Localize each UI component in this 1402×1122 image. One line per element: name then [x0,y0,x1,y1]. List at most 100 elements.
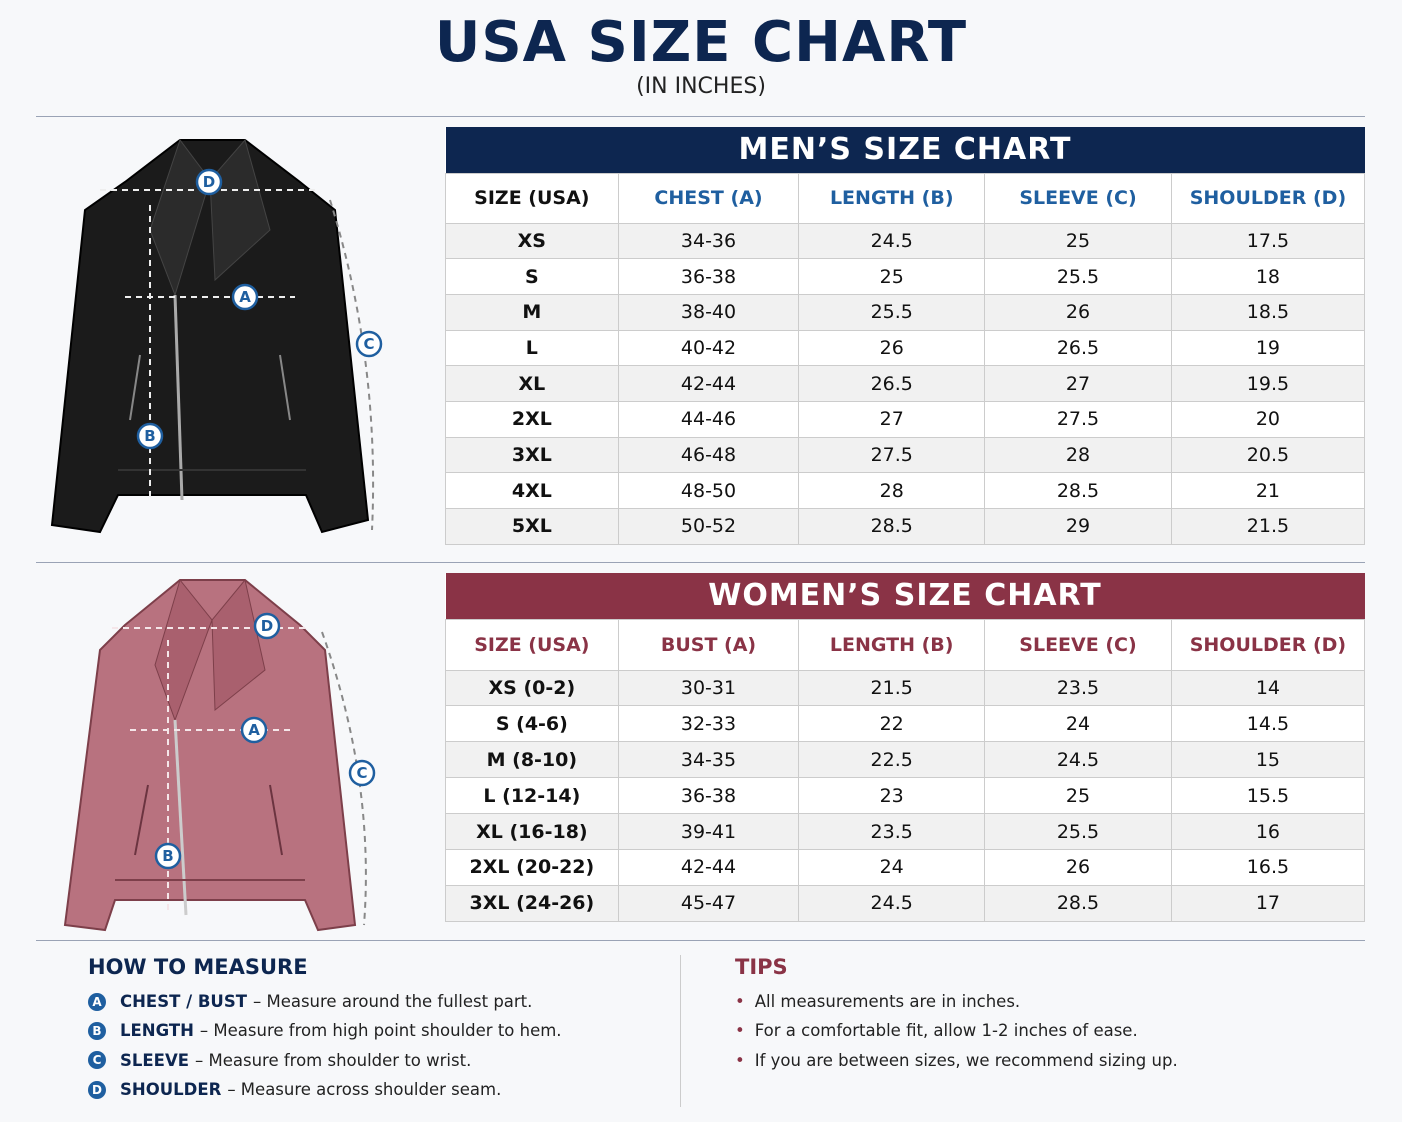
table-row: 2XL 44-46 27 27.5 20 [445,400,1366,438]
table-cell: S [445,258,619,295]
tips: TIPS All measurements are in inches.For … [735,955,1335,1075]
table-cell: 23.5 [984,669,1172,707]
table-cell: 16 [1170,813,1366,850]
table-cell: 2XL [445,400,619,438]
table-cell: 4XL [445,472,619,509]
measure-letter: B [88,1021,106,1040]
column-header: SLEEVE (C) [984,172,1172,224]
column-header: SHOULDER (D) [1170,618,1366,671]
caption-row: WOMEN’S SIZE CHART [445,573,1365,619]
table-cell: 24 [984,705,1172,743]
diagram-label: A [248,721,260,739]
table-cell: 27.5 [984,400,1172,438]
table-cell: 21.5 [1170,508,1366,545]
table-row: 2XL (20-22) 42-44 24 26 16.5 [445,848,1366,886]
table-cell: XL [445,365,619,402]
measure-term: LENGTH [120,1021,194,1041]
diagram-label: B [162,847,173,865]
diagram-label: B [144,427,155,445]
table-cell: L [445,329,619,367]
table-title: MEN’S SIZE CHART [445,127,1365,173]
column-header: LENGTH (B) [798,618,986,671]
column-header: SHOULDER (D) [1170,172,1366,224]
table-row: L 40-42 26 26.5 19 [445,329,1366,367]
womens-jacket-diagram: D A C B [63,578,376,932]
table-cell: 23.5 [798,813,986,850]
diagram-label: C [356,764,367,782]
table-cell: 14 [1170,669,1366,707]
table-cell: 15 [1170,741,1366,779]
table-cell: 19.5 [1170,365,1366,402]
table-cell: 28.5 [984,472,1172,509]
header-row: SIZE (USA) BUST (A) LENGTH (B) SLEEVE (C) SH… [445,618,1366,671]
measure-item: D SHOULDER – Measure across shoulder seam. [88,1075,668,1104]
diagram-label: C [363,335,374,353]
table-cell: 40-42 [617,329,800,367]
womens-size-table: WOMEN’S SIZE CHART SIZE (USA) BUST (A) LENG… [445,573,1366,922]
measure-text: – Measure around the fullest part. [252,992,533,1012]
column-header: SLEEVE (C) [984,618,1172,671]
tip-item: For a comfortable fit, allow 1-2 inches … [735,1016,1335,1045]
table-cell: 26.5 [984,329,1172,367]
measure-item: A CHEST / BUST – Measure around the fulles… [88,987,668,1016]
table-cell: XL (16-18) [445,813,619,850]
table-row: M (8-10) 34-35 22.5 24.5 15 [445,741,1366,779]
table-cell: 36-38 [617,777,800,815]
table-cell: 18 [1170,258,1366,295]
measure-text: – Measure from shoulder to wrist. [194,1050,472,1070]
measure-term: CHEST / BUST [120,992,247,1012]
table-cell: 14.5 [1170,705,1366,743]
table-cell: XS (0-2) [445,669,619,707]
measure-text: – Measure across shoulder seam. [227,1080,502,1100]
table-cell: 26 [798,329,986,367]
table-cell: 34-35 [617,741,800,779]
table-cell: 34-36 [617,222,800,260]
table-cell: XS [445,222,619,260]
measure-list: A CHEST / BUST – Measure around the fulles… [88,987,668,1104]
table-cell: 44-46 [617,400,800,438]
mens-jacket-diagram: D A C B [50,138,383,534]
table-cell: 23 [798,777,986,815]
table-cell: 42-44 [617,365,800,402]
table-cell: L (12-14) [445,777,619,815]
table-cell: 25 [984,222,1172,260]
table-cell: S (4-6) [445,705,619,743]
table-cell: 24.5 [984,741,1172,779]
column-header: SIZE (USA) [445,172,619,224]
header-row: SIZE (USA) CHEST (A) LENGTH (B) SLEEVE (C) S… [445,172,1366,224]
diagram-label: A [239,288,251,306]
measure-item: B LENGTH – Measure from high point shoulde… [88,1016,668,1045]
table-row: XS (0-2) 30-31 21.5 23.5 14 [445,669,1366,707]
table-cell: 5XL [445,508,619,545]
table-row: 4XL 48-50 28 28.5 21 [445,472,1366,509]
table-row: XS 34-36 24.5 25 17.5 [445,222,1366,260]
table-cell: 27 [984,365,1172,402]
table-cell: 20.5 [1170,436,1366,474]
table-row: 3XL (24-26) 45-47 24.5 28.5 17 [445,884,1366,922]
measure-term: SHOULDER [120,1080,222,1100]
table-cell: M (8-10) [445,741,619,779]
divider [36,116,1365,117]
table-cell: 32-33 [617,705,800,743]
diagram-label: D [203,173,215,191]
diagram-label: D [261,617,273,635]
table-cell: 30-31 [617,669,800,707]
table-cell: 36-38 [617,258,800,295]
page-title: USA SIZE CHART [434,10,968,75]
table-cell: 25 [984,777,1172,815]
table-cell: 25.5 [798,293,986,331]
table-cell: 26 [984,293,1172,331]
measure-letter: A [88,992,106,1011]
table-cell: 17.5 [1170,222,1366,260]
caption-row: MEN’S SIZE CHART [445,127,1365,173]
measure-item: C SLEEVE – Measure from shoulder to wrist. [88,1046,668,1075]
measure-letter: D [88,1080,106,1099]
measure-text: – Measure from high point shoulder to he… [199,1021,562,1041]
page-subtitle: (IN INCHES) [636,74,766,99]
table-cell: 28 [798,472,986,509]
table-cell: 42-44 [617,848,800,886]
table-cell: 38-40 [617,293,800,331]
table-cell: 3XL (24-26) [445,884,619,922]
table-cell: 19 [1170,329,1366,367]
measure-letter: C [88,1051,106,1070]
